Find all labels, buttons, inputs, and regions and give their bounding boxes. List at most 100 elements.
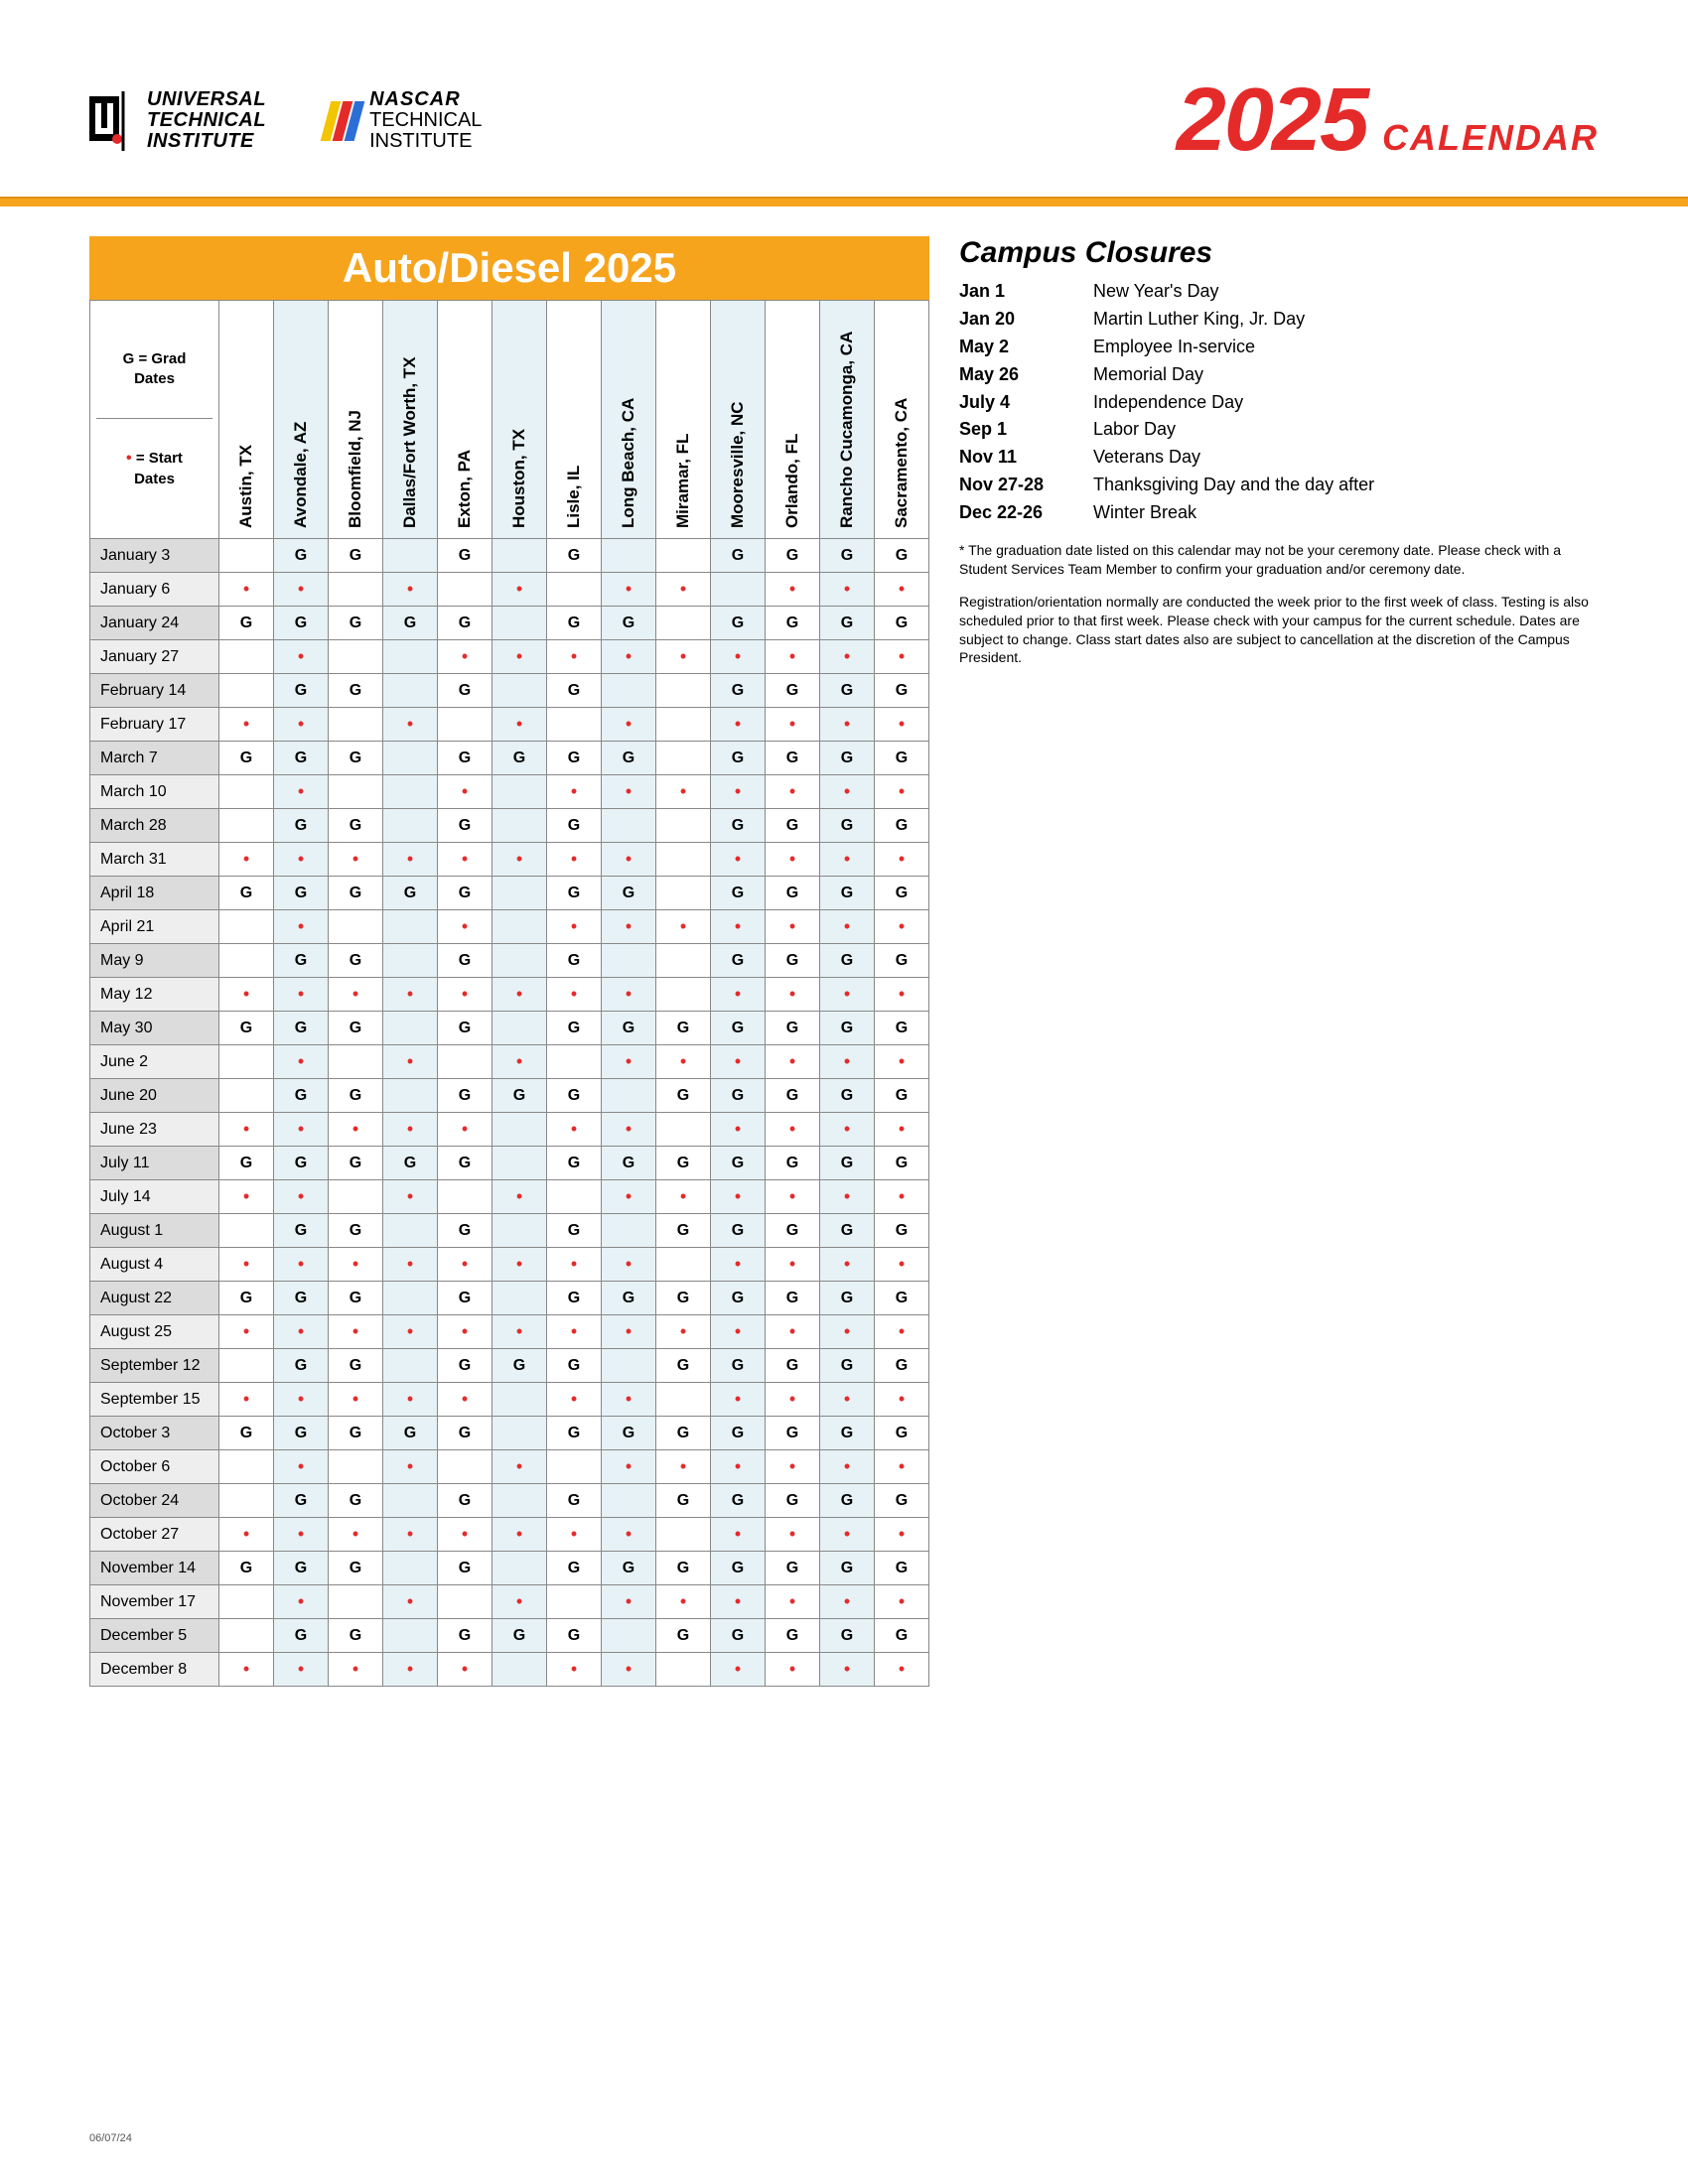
grad-mark: G <box>875 539 929 573</box>
start-mark: • <box>219 573 274 607</box>
closure-date: May 26 <box>959 361 1093 389</box>
start-mark: • <box>602 640 656 674</box>
start-mark: • <box>219 1180 274 1214</box>
empty-mark <box>438 573 492 607</box>
empty-mark <box>547 708 602 742</box>
grad-mark: G <box>438 944 492 978</box>
grad-mark: G <box>711 1012 766 1045</box>
start-mark: • <box>547 1315 602 1349</box>
table-row: May 30GGGGGGGGGGG <box>90 1012 929 1045</box>
start-mark: • <box>383 1450 438 1484</box>
start-mark: • <box>329 1518 383 1552</box>
start-mark: • <box>383 1315 438 1349</box>
grad-mark: G <box>329 1349 383 1383</box>
start-mark: • <box>219 1315 274 1349</box>
grad-mark: G <box>820 539 875 573</box>
empty-mark <box>219 1214 274 1248</box>
start-mark: • <box>438 1248 492 1282</box>
campus-header: Sacramento, CA <box>875 301 929 539</box>
start-mark: • <box>547 843 602 877</box>
start-mark: • <box>656 775 711 809</box>
start-mark: • <box>602 708 656 742</box>
grad-mark: G <box>875 1417 929 1450</box>
table-row: May 12•••••••••••• <box>90 978 929 1012</box>
empty-mark <box>219 674 274 708</box>
date-cell: December 5 <box>90 1619 219 1653</box>
grad-mark: G <box>820 944 875 978</box>
grad-mark: G <box>820 809 875 843</box>
start-mark: • <box>383 1518 438 1552</box>
start-mark: • <box>711 775 766 809</box>
start-mark: • <box>602 1585 656 1619</box>
grad-mark: G <box>274 1619 329 1653</box>
closure-item: Jan 1New Year's Day <box>959 278 1599 306</box>
start-mark: • <box>820 1315 875 1349</box>
start-mark: • <box>711 1518 766 1552</box>
grad-mark: G <box>875 607 929 640</box>
start-mark: • <box>219 708 274 742</box>
empty-mark <box>656 1653 711 1687</box>
grad-mark: G <box>711 607 766 640</box>
date-cell: February 17 <box>90 708 219 742</box>
nascar-top: NASCAR <box>369 89 482 110</box>
start-mark: • <box>820 640 875 674</box>
table-row: August 22GGGGGGGGGGG <box>90 1282 929 1315</box>
start-mark: • <box>492 843 547 877</box>
empty-mark <box>547 1450 602 1484</box>
empty-mark <box>219 775 274 809</box>
closure-date: July 4 <box>959 389 1093 417</box>
table-row: September 12GGGGGGGGGG <box>90 1349 929 1383</box>
start-mark: • <box>875 1248 929 1282</box>
empty-mark <box>492 910 547 944</box>
start-mark: • <box>438 1113 492 1147</box>
grad-mark: G <box>274 1282 329 1315</box>
grad-mark: G <box>438 1619 492 1653</box>
date-cell: September 15 <box>90 1383 219 1417</box>
grad-mark: G <box>274 1214 329 1248</box>
grad-mark: G <box>329 1417 383 1450</box>
date-cell: September 12 <box>90 1349 219 1383</box>
start-mark: • <box>547 910 602 944</box>
grad-mark: G <box>329 1079 383 1113</box>
start-mark: • <box>274 978 329 1012</box>
table-row: October 3GGGGGGGGGGGG <box>90 1417 929 1450</box>
date-cell: October 6 <box>90 1450 219 1484</box>
campus-header: Dallas/Fort Worth, TX <box>383 301 438 539</box>
date-cell: January 27 <box>90 640 219 674</box>
legend-cell: G = GradDates• = StartDates <box>90 301 219 539</box>
closure-item: Nov 11Veterans Day <box>959 444 1599 472</box>
empty-mark <box>383 1552 438 1585</box>
start-mark: • <box>711 1383 766 1417</box>
table-row: August 25••••••••••••• <box>90 1315 929 1349</box>
grad-mark: G <box>875 674 929 708</box>
start-mark: • <box>274 1653 329 1687</box>
start-mark: • <box>711 1045 766 1079</box>
empty-mark <box>602 1079 656 1113</box>
start-mark: • <box>820 1383 875 1417</box>
start-mark: • <box>274 1113 329 1147</box>
grad-mark: G <box>656 1147 711 1180</box>
start-mark: • <box>219 1383 274 1417</box>
grad-mark: G <box>656 1282 711 1315</box>
empty-mark <box>602 674 656 708</box>
grad-mark: G <box>329 1484 383 1518</box>
grad-mark: G <box>656 1214 711 1248</box>
grad-mark: G <box>875 1147 929 1180</box>
start-mark: • <box>766 1113 820 1147</box>
closure-label: Thanksgiving Day and the day after <box>1093 472 1374 499</box>
date-cell: October 27 <box>90 1518 219 1552</box>
date-cell: February 14 <box>90 674 219 708</box>
empty-mark <box>438 1585 492 1619</box>
start-mark: • <box>274 1383 329 1417</box>
empty-mark <box>329 910 383 944</box>
empty-mark <box>383 742 438 775</box>
grad-mark: G <box>274 607 329 640</box>
grad-mark: G <box>820 1214 875 1248</box>
grad-mark: G <box>711 742 766 775</box>
grad-mark: G <box>711 1214 766 1248</box>
closure-label: Labor Day <box>1093 416 1176 444</box>
start-mark: • <box>656 1315 711 1349</box>
grad-mark: G <box>274 1147 329 1180</box>
uti-line-1: UNIVERSAL <box>147 89 266 110</box>
start-mark: • <box>820 1450 875 1484</box>
